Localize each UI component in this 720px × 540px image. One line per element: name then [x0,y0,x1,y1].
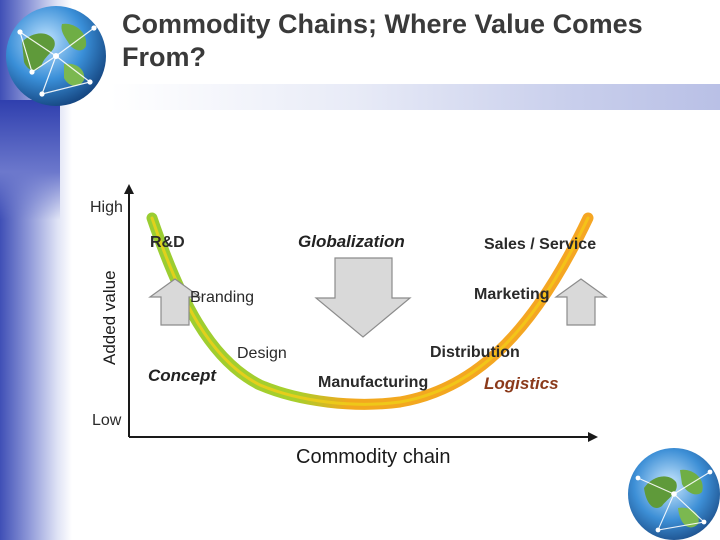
axis-low-label: Low [92,412,122,429]
globe-network-icon [6,6,106,106]
up-arrow-icon [148,278,202,326]
label-rnd: R&D [150,234,185,251]
globe-network-icon [628,448,720,540]
x-axis-title: Commodity chain [296,446,451,468]
axis-high-label: High [90,199,123,216]
slide-title: Commodity Chains; Where Value Comes From… [122,9,643,72]
label-logistics: Logistics [484,374,559,393]
up-arrow-icon [554,278,608,326]
label-sales-service: Sales / Service [484,236,597,253]
label-manufacturing: Manufacturing [318,374,429,391]
smile-curve-highlight [150,216,590,406]
label-design: Design [237,345,287,362]
y-axis-title: Added value [100,270,119,365]
label-marketing: Marketing [474,286,550,303]
label-branding: Branding [190,289,255,306]
down-arrow-icon [314,257,412,338]
label-concept: Concept [148,366,216,385]
header-stripe [110,84,720,110]
label-distribution: Distribution [430,344,520,361]
label-globalization: Globalization [298,232,405,251]
left-bar-shade [0,100,60,220]
